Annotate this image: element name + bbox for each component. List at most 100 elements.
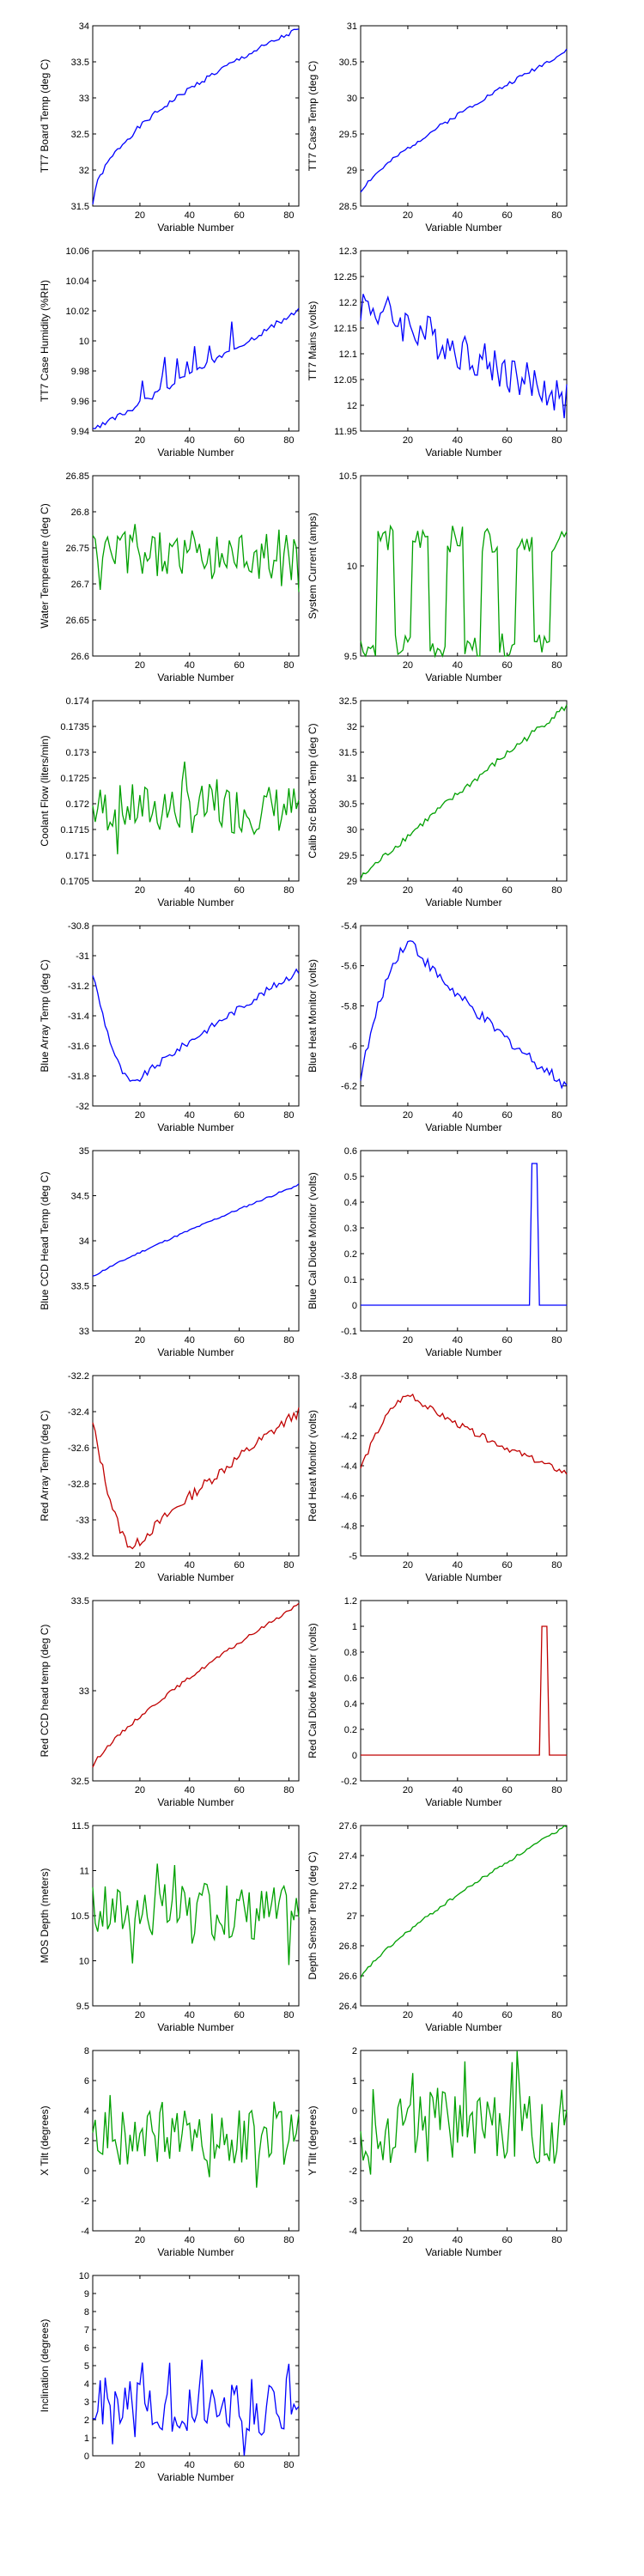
y-tick-label: -32.2 xyxy=(68,1371,89,1382)
series-line xyxy=(92,1407,300,1550)
y-tick-label: 0.174 xyxy=(65,696,89,707)
x-tick-label: 40 xyxy=(185,885,195,896)
y-axis-label: Coolant Flow (liters/min) xyxy=(39,735,51,846)
x-axis-label: Variable Number xyxy=(425,1346,501,1358)
plot-frame xyxy=(92,700,300,882)
x-tick-label: 80 xyxy=(283,435,294,446)
x-axis-label: Variable Number xyxy=(425,222,501,234)
y-tick-label: 0.6 xyxy=(344,1146,357,1157)
x-tick-label: 40 xyxy=(453,660,463,671)
x-tick-label: 20 xyxy=(135,2010,145,2020)
y-tick-label: 29.5 xyxy=(339,851,357,861)
y-tick-label: 26.7 xyxy=(71,580,89,590)
x-tick-label: 40 xyxy=(185,1560,195,1571)
x-tick-label: 60 xyxy=(501,2010,512,2020)
y-tick-label: 0.1 xyxy=(344,1275,357,1285)
y-tick-label: 0.2 xyxy=(344,1249,357,1260)
x-tick-label: 60 xyxy=(234,2460,244,2470)
x-tick-label: 40 xyxy=(453,885,463,896)
y-tick-label: 26.6 xyxy=(339,1971,357,1982)
y-axis-label: Water Temperature (deg C) xyxy=(39,503,51,628)
x-tick-label: 80 xyxy=(283,885,294,896)
y-tick-label: 0.3 xyxy=(344,1224,357,1234)
x-tick-label: 40 xyxy=(185,2460,195,2470)
x-tick-label: 60 xyxy=(501,435,512,446)
y-tick-label: 4 xyxy=(84,2379,89,2390)
y-tick-label: 26.85 xyxy=(65,471,89,482)
y-tick-label: 11 xyxy=(80,1867,89,1877)
subplot-21: 20 40 60 80 0 1 2 3 4 5 6 7 8 9 10 Variable Number Incli… xyxy=(39,2271,300,2483)
series-line xyxy=(361,1625,567,1756)
x-axis-label: Variable Number xyxy=(425,447,501,459)
y-axis-label: Blue Heat Monitor (volts) xyxy=(307,959,319,1072)
y-tick-label: 32.5 xyxy=(339,696,357,707)
y-tick-label: -4.4 xyxy=(341,1461,357,1472)
y-axis-label: Red Heat Monitor (volts) xyxy=(307,1410,319,1522)
x-tick-label: 60 xyxy=(501,1335,512,1346)
x-tick-label: 20 xyxy=(135,2235,145,2245)
plot-frame xyxy=(360,1600,568,1782)
y-tick-label: 9.5 xyxy=(76,2002,89,2012)
x-tick-label: 20 xyxy=(403,1335,413,1346)
plot-frame xyxy=(92,925,300,1107)
y-tick-label: 30.5 xyxy=(339,58,357,68)
series-line xyxy=(92,2094,300,2188)
x-axis-label: Variable Number xyxy=(157,1571,234,1583)
y-tick-label: 27 xyxy=(347,1911,357,1922)
subplot-13: 20 40 60 80 -33.2 -33 -32.8 -32.6 -32.4 -32.2 Vari… xyxy=(39,1371,300,1583)
x-tick-label: 20 xyxy=(135,1785,145,1795)
y-tick-label: 10.5 xyxy=(71,1911,89,1922)
x-tick-label: 80 xyxy=(283,2460,294,2470)
x-tick-label: 80 xyxy=(551,885,562,896)
plot-frame xyxy=(92,1375,300,1557)
series-line xyxy=(92,307,300,429)
y-tick-label: 12.1 xyxy=(339,349,357,360)
y-tick-label: -1 xyxy=(349,2136,357,2147)
y-tick-label: 9.5 xyxy=(344,652,357,662)
y-axis-label: Depth Sensor Temp (deg C) xyxy=(307,1851,319,1979)
y-axis-label: TT7 Case Humidity (%RH) xyxy=(39,280,51,402)
y-tick-label: 0.5 xyxy=(344,1172,357,1182)
y-tick-label: 27.6 xyxy=(339,1821,357,1832)
x-tick-label: 80 xyxy=(551,1110,562,1121)
y-tick-label: -0.2 xyxy=(341,1777,357,1787)
y-axis-label: TT7 Case Temp (deg C) xyxy=(307,61,319,172)
y-tick-label: 33.5 xyxy=(71,1596,89,1607)
plot-frame xyxy=(360,925,568,1107)
x-tick-label: 40 xyxy=(453,1560,463,1571)
y-tick-label: 1.2 xyxy=(344,1596,357,1607)
x-tick-label: 60 xyxy=(501,1110,512,1121)
plot-frame xyxy=(360,1825,568,2007)
x-axis-label: Variable Number xyxy=(157,1121,234,1133)
y-tick-label: 26.75 xyxy=(65,544,89,554)
series-line xyxy=(92,1183,300,1277)
x-tick-label: 40 xyxy=(185,210,195,221)
y-tick-label: -32 xyxy=(76,1102,89,1112)
y-axis-label: Blue CCD Head Temp (deg C) xyxy=(39,1171,51,1309)
y-tick-label: 32.5 xyxy=(71,130,89,140)
y-tick-label: -5.6 xyxy=(341,962,357,972)
y-tick-label: 11.5 xyxy=(71,1821,89,1832)
y-tick-label: -30.8 xyxy=(68,921,89,932)
series-line xyxy=(360,940,568,1090)
x-tick-label: 20 xyxy=(135,210,145,221)
subplot-8: 20 40 60 80 29 29.5 30 30.5 31 31.5 32 32.5 Variable… xyxy=(307,696,568,908)
x-tick-label: 20 xyxy=(135,1110,145,1121)
x-tick-label: 60 xyxy=(234,660,244,671)
series-line xyxy=(92,761,300,854)
plot-frame xyxy=(92,2050,300,2232)
x-tick-label: 20 xyxy=(135,1335,145,1346)
x-axis-label: Variable Number xyxy=(425,2021,501,2033)
series-line xyxy=(360,1825,568,1978)
y-tick-label: 26.8 xyxy=(339,1941,357,1952)
y-tick-label: 0 xyxy=(84,2451,89,2462)
y-tick-label: 0.4 xyxy=(344,1699,357,1710)
y-tick-label: -3.8 xyxy=(341,1371,357,1382)
y-tick-label: 2 xyxy=(84,2136,89,2147)
y-tick-label: -33 xyxy=(76,1516,89,1526)
plot-frame xyxy=(92,25,300,207)
y-tick-label: 10 xyxy=(79,1957,89,1967)
y-tick-label: -5.4 xyxy=(341,921,357,932)
y-tick-label: -5 xyxy=(349,1552,357,1562)
